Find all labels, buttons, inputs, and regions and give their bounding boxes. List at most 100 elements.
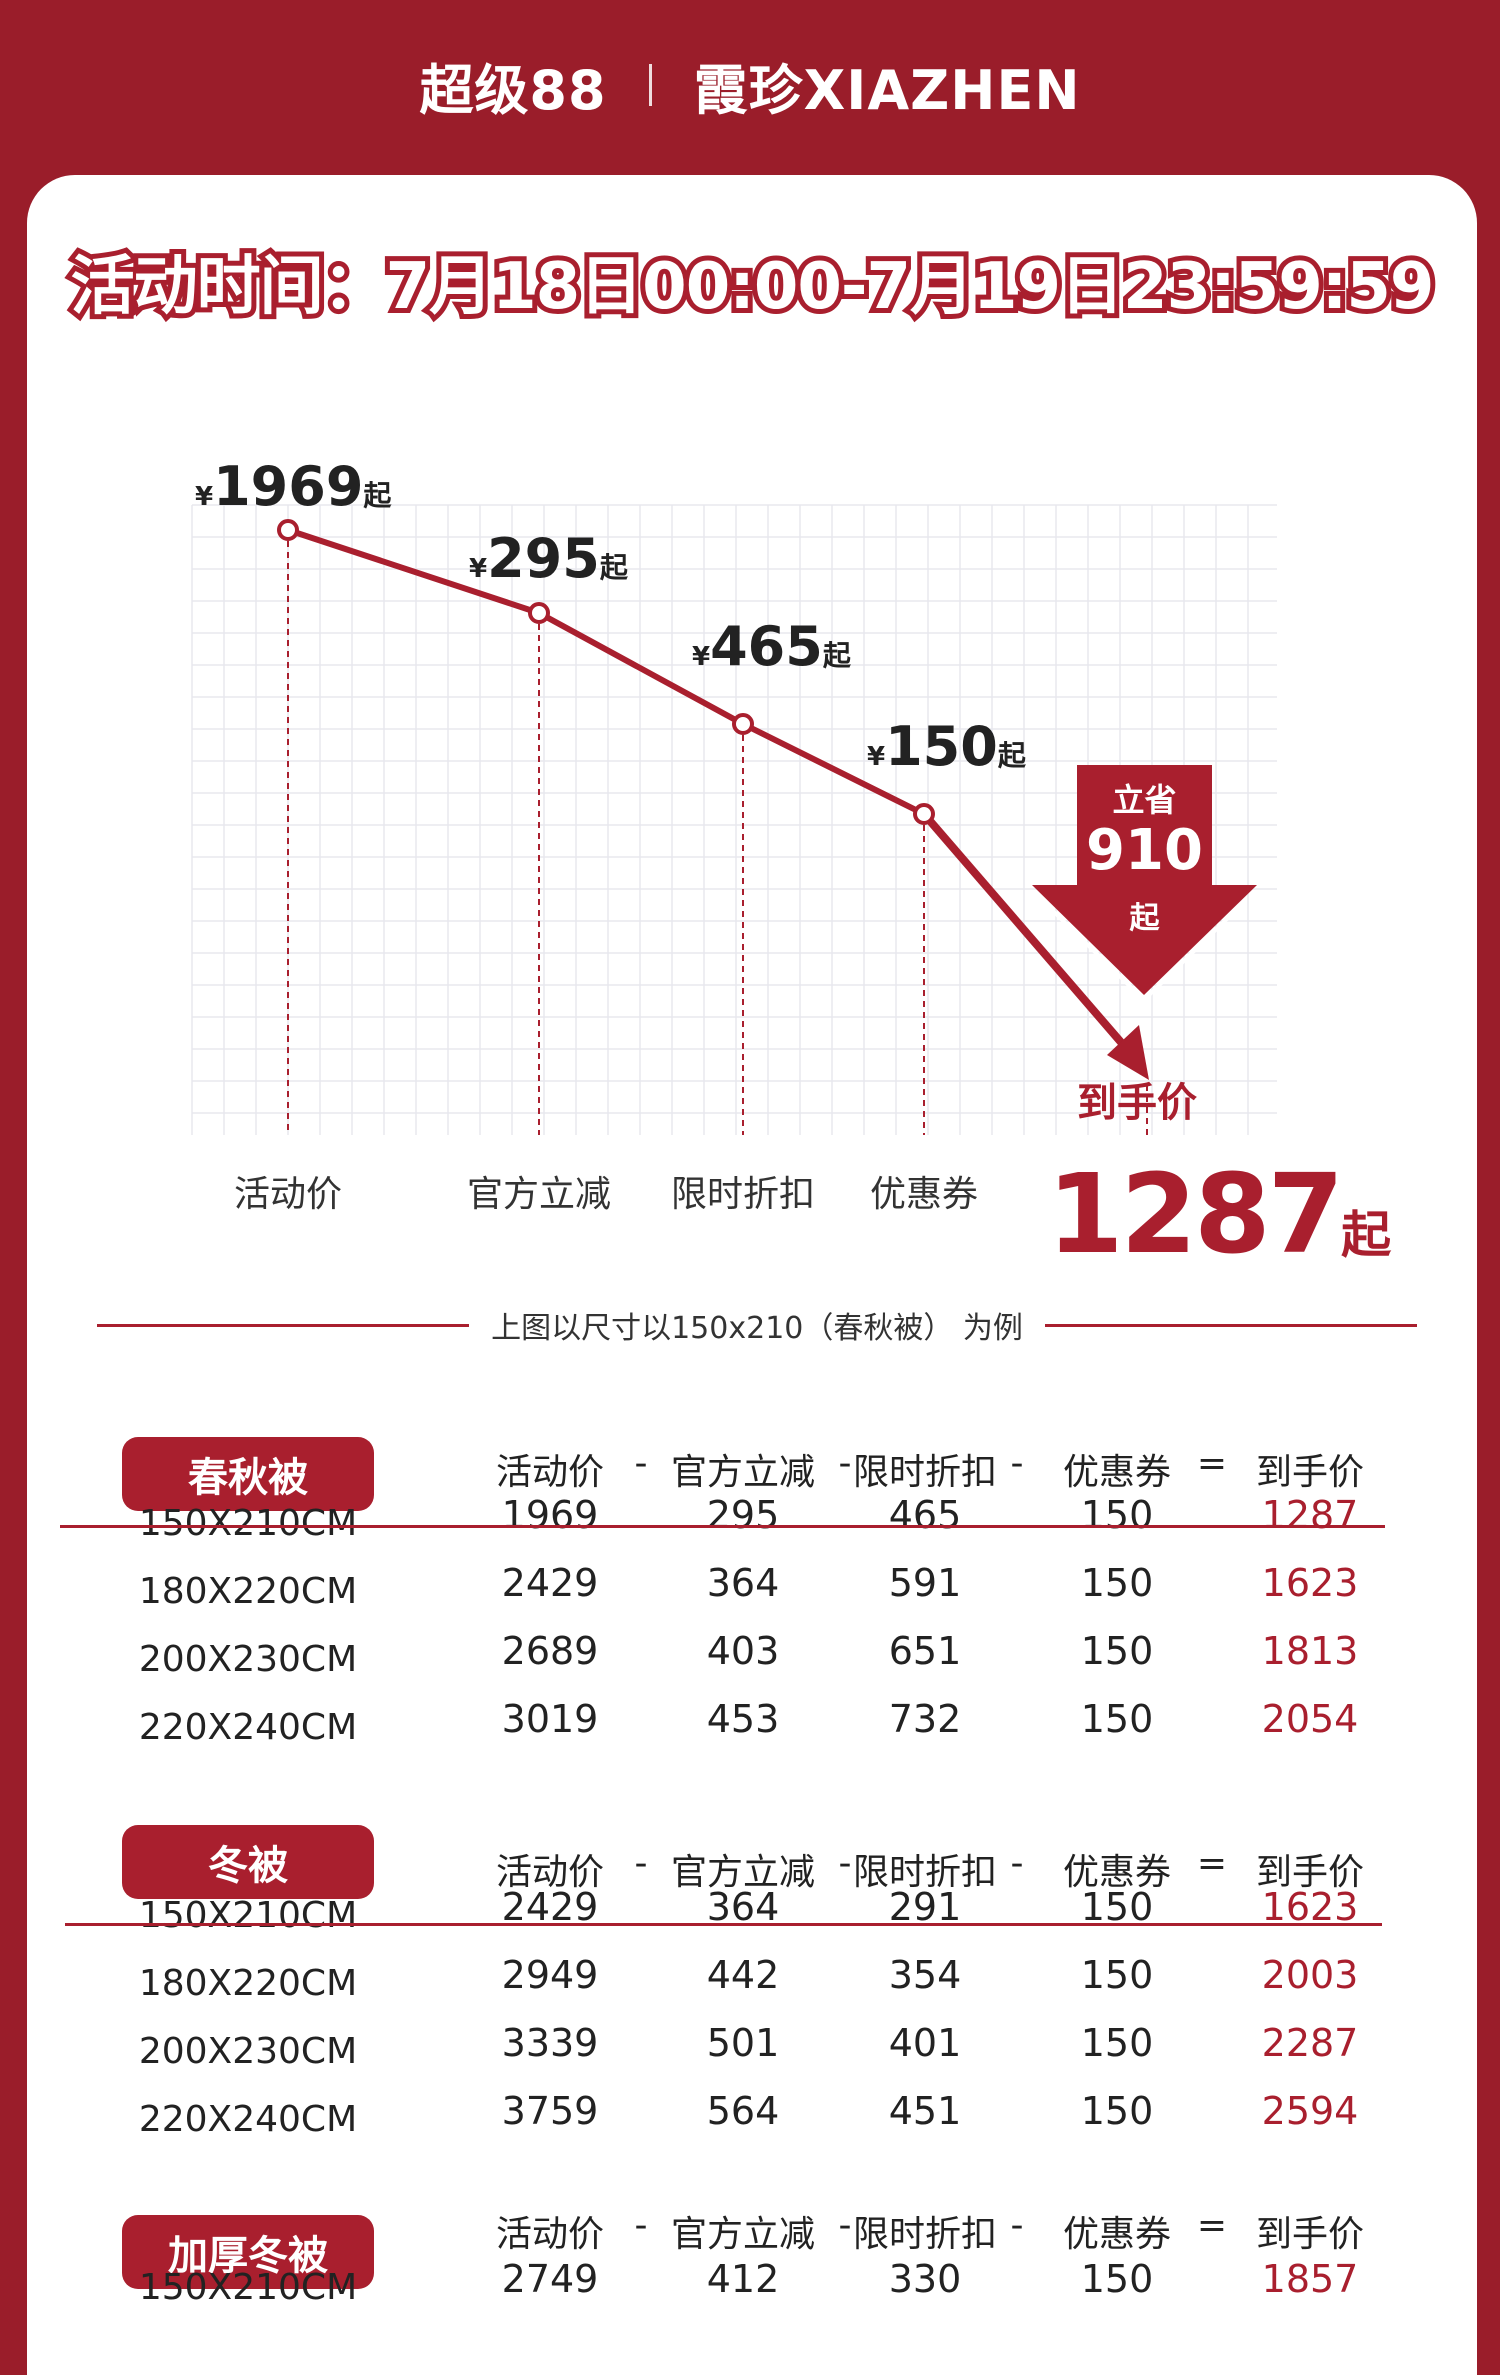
price-cell: 442 [706, 1953, 780, 1997]
price-cell: 150 [1080, 1561, 1154, 1605]
final-price-cell: 1623 [1261, 1885, 1359, 1929]
size-cell: 180X220CM [138, 1571, 358, 1612]
price-cell: 403 [706, 1629, 780, 1673]
price-cell: 2749 [501, 2257, 599, 2301]
final-arrow-shaft [920, 811, 1136, 1058]
table-header: 官方立减 [670, 1852, 816, 1893]
size-cell: 150X210CM [138, 1503, 358, 1544]
final-price-cell: 1813 [1261, 1629, 1359, 1673]
price-cell: 3759 [501, 2089, 599, 2133]
price-cell: 2429 [501, 1561, 599, 1605]
price-cell: 732 [888, 1697, 962, 1741]
table-header: 活动价 [495, 2214, 605, 2255]
final-price-cell: 1287 [1261, 1493, 1359, 1537]
category-pill: 春秋被 [122, 1437, 374, 1511]
price-line [287, 527, 926, 817]
savings-bottom: 起 [1129, 901, 1160, 936]
price-cell: 651 [888, 1629, 962, 1673]
price-cell: 2689 [501, 1629, 599, 1673]
price-cell: 2949 [501, 1953, 599, 1997]
activity-time-value: 7月18日00:00-7月19日23:59:59 [385, 250, 1435, 324]
final-price-label: 到手价 [1077, 1080, 1197, 1126]
x-axis-label: 限时折扣 [670, 1174, 816, 1215]
table-header: - [1010, 1443, 1024, 1484]
header-divider [648, 64, 652, 106]
price-cell: 401 [888, 2021, 962, 2065]
table-header: - [1010, 1843, 1024, 1884]
table-header: 优惠券 [1062, 1452, 1172, 1493]
price-cell: 412 [706, 2257, 780, 2301]
price-cell: 465 [888, 1493, 962, 1537]
price-cell: 3339 [501, 2021, 599, 2065]
note-line-left [97, 1323, 470, 1327]
data-point [277, 519, 299, 541]
price-cell: 564 [706, 2089, 780, 2133]
table-header: 优惠券 [1062, 1852, 1172, 1893]
price-cell: 295 [706, 1493, 780, 1537]
header: 超级88 霞珍XIAZHEN [0, 0, 1500, 170]
size-cell: 200X230CM [138, 2031, 358, 2072]
chart-note: 上图以尺寸以150x210（春秋被） 为例 [97, 1305, 1417, 1346]
final-price-cell: 1857 [1261, 2257, 1359, 2301]
table-header: 官方立减 [670, 1452, 816, 1493]
table-header: 活动价 [495, 1852, 605, 1893]
price-chart [191, 504, 1277, 1135]
x-axis-label: 官方立减 [466, 1174, 612, 1215]
price-cell: 330 [888, 2257, 962, 2301]
final-price-cell: 2003 [1261, 1953, 1359, 1997]
price-cell: 453 [706, 1697, 780, 1741]
category-pill: 冬被 [122, 1825, 374, 1899]
table-header: 限时折扣 [852, 1452, 998, 1493]
final-arrow-head [1107, 1025, 1149, 1080]
price-cell: 150 [1080, 2021, 1154, 2065]
table-header: = [1196, 1843, 1228, 1884]
note-text: 上图以尺寸以150x210（春秋被） 为例 [491, 1311, 1023, 1346]
activity-time-outline: 活动时间：7月18日00:00-7月19日23:59:59 [66, 245, 1440, 329]
price-cell: 150 [1080, 1697, 1154, 1741]
table-header: = [1196, 2205, 1228, 2246]
size-cell: 220X240CM [138, 1707, 358, 1748]
price-cell: 451 [888, 2089, 962, 2133]
final-price-cell: 2054 [1261, 1697, 1359, 1741]
table-header: 优惠券 [1062, 2214, 1172, 2255]
price-cell: 2429 [501, 1885, 599, 1929]
price-cell: 591 [888, 1561, 962, 1605]
size-cell: 150X210CM [138, 1895, 358, 1936]
table-header: 到手价 [1255, 1452, 1365, 1493]
price-cell: 501 [706, 2021, 780, 2065]
final-price: 1287起 [1047, 1150, 1392, 1278]
data-point [528, 602, 550, 624]
price-cell: 150 [1080, 1629, 1154, 1673]
header-left: 超级88 [419, 58, 607, 122]
price-cell: 1969 [501, 1493, 599, 1537]
table-header: 限时折扣 [852, 2214, 998, 2255]
table-header: 活动价 [495, 1452, 605, 1493]
table-header: - [634, 1443, 648, 1484]
table-header: - [838, 1443, 852, 1484]
price-tag: ¥1969起 [195, 455, 392, 518]
price-tag: ¥465起 [692, 615, 851, 678]
x-axis-label: 优惠券 [869, 1174, 979, 1215]
table-header: - [838, 2205, 852, 2246]
table-header: - [634, 2205, 648, 2246]
table-header: 到手价 [1255, 2214, 1365, 2255]
price-cell: 150 [1080, 2089, 1154, 2133]
header-brand: 霞珍XIAZHEN [693, 58, 1081, 122]
price-cell: 150 [1080, 1493, 1154, 1537]
table-header: - [838, 1843, 852, 1884]
price-cell: 354 [888, 1953, 962, 1997]
price-cell: 364 [706, 1885, 780, 1929]
price-cell: 150 [1080, 1885, 1154, 1929]
content-card: 活动时间：7月18日00:00-7月19日23:59:59 活动时间：7月18日… [27, 175, 1477, 2375]
final-price-cell: 1623 [1261, 1561, 1359, 1605]
section-divider [60, 1525, 1385, 1528]
note-line-right [1044, 1323, 1417, 1327]
savings-top: 立省 [1112, 781, 1177, 819]
size-cell: 220X240CM [138, 2099, 358, 2140]
final-price-cell: 2287 [1261, 2021, 1359, 2065]
final-price-cell: 2594 [1261, 2089, 1359, 2133]
size-cell: 150X210CM [138, 2267, 358, 2308]
table-header: - [1010, 2205, 1024, 2246]
price-cell: 364 [706, 1561, 780, 1605]
activity-time: 活动时间：7月18日00:00-7月19日23:59:59 [27, 235, 1477, 327]
